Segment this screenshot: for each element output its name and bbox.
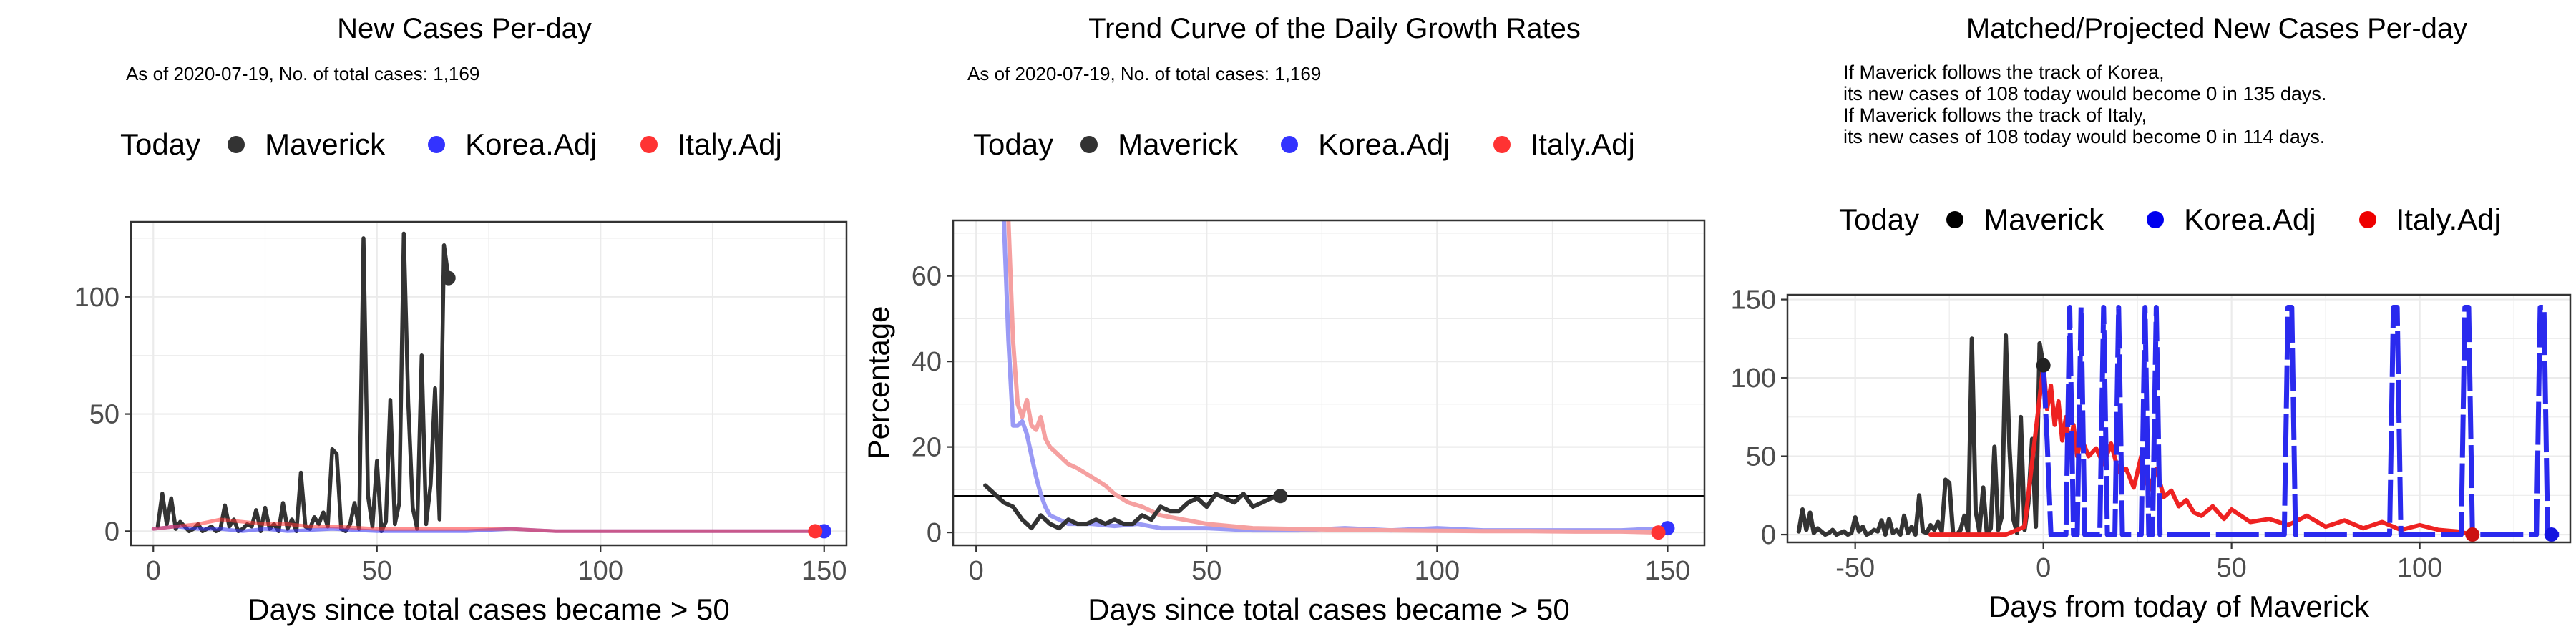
y-tick-label: 0: [927, 518, 942, 548]
legend-key-italy: [1493, 136, 1511, 153]
projection-note: If Maverick follows the track of Korea, …: [1843, 62, 2326, 147]
y-tick-label: 0: [1761, 520, 1776, 550]
today-point-maverick: [2036, 358, 2051, 373]
series-line-maverick: [983, 483, 1283, 531]
legend-key-italy: [640, 136, 658, 153]
legend-key-maverick: [1080, 136, 1098, 153]
chart-plot-growth-rates: 0 50 100 150 0 20 40 60 Days since total cases b…: [862, 219, 1706, 626]
legend-label-korea: Korea.Adj: [1318, 127, 1450, 161]
plot-border: [130, 220, 848, 547]
x-tick-label: -50: [1835, 553, 1875, 583]
legend-title: Today: [120, 127, 201, 161]
legend-label-italy: Italy.Adj: [1530, 127, 1635, 161]
legend-title: Today: [973, 127, 1054, 161]
chart-subtitle: As of 2020-07-19, No. of total cases: 1,…: [126, 63, 480, 84]
y-tick-label: 0: [104, 517, 119, 547]
x-tick-label: 50: [1191, 556, 1221, 586]
chart-title: Trend Curve of the Daily Growth Rates: [1088, 13, 1581, 44]
x-tick-label: 0: [146, 556, 161, 586]
chart-panel-new-cases: New Cases Per-day As of 2020-07-19, No. …: [0, 0, 859, 644]
note-line: If Maverick follows the track of Italy,: [1843, 104, 2147, 126]
note-line: If Maverick follows the track of Korea,: [1843, 62, 2165, 83]
x-tick-label: 50: [362, 556, 392, 586]
x-tick-label: 150: [801, 556, 847, 586]
y-tick-label: 60: [912, 262, 942, 292]
legend-title: Today: [1839, 203, 1920, 236]
chart-title: Matched/Projected New Cases Per-day: [1966, 13, 2468, 44]
plot-background: [953, 220, 1704, 545]
legend-label-maverick: Maverick: [1984, 203, 2104, 236]
series-line-maverick: [1796, 333, 2046, 537]
y-axis-label: Percentage: [862, 306, 895, 460]
x-tick-label: 100: [578, 556, 623, 586]
chart-panel-growth-rates: Trend Curve of the Daily Growth Rates As…: [859, 0, 1717, 644]
x-tick-label: 100: [1415, 556, 1460, 586]
today-point-italy-adj: [2465, 527, 2480, 542]
legend: Today Maverick Korea.Adj Italy.Adj: [1839, 203, 2501, 237]
x-tick-label: 0: [969, 556, 984, 586]
legend-label-korea: Korea.Adj: [465, 127, 597, 161]
x-tick-label: 0: [2036, 553, 2051, 583]
legend-label-korea: Korea.Adj: [2184, 203, 2316, 236]
today-point-italy-adj: [808, 524, 823, 539]
series-group: [953, 220, 1704, 535]
y-tick-label: 50: [89, 400, 119, 430]
chart-subtitle: As of 2020-07-19, No. of total cases: 1,…: [967, 63, 1322, 84]
chart-plot-new-cases: 0 50 100 150 0 50 100 Days since total cases be…: [74, 220, 848, 626]
x-axis-label: Days since total cases became > 50: [248, 592, 730, 626]
legend-label-maverick: Maverick: [265, 127, 386, 161]
legend: Today Maverick Korea.Adj Italy.Adj: [120, 127, 782, 162]
plot-border: [952, 219, 1706, 547]
y-tick-label: 150: [1731, 286, 1776, 316]
x-tick-label: 50: [2216, 553, 2246, 583]
legend-key-korea: [428, 136, 446, 153]
plot-border: [1786, 293, 2572, 544]
note-line: its new cases of 108 today would become …: [1843, 83, 2327, 104]
y-tick-label: 40: [912, 347, 942, 377]
today-point-maverick: [441, 270, 456, 286]
chart-title: New Cases Per-day: [337, 13, 592, 44]
x-tick-label: 100: [2397, 553, 2442, 583]
y-tick-label: 20: [912, 433, 942, 463]
chart-panel-projected: Matched/Projected New Cases Per-day If M…: [1717, 0, 2576, 644]
today-point-italy-adj: [1651, 525, 1666, 540]
legend-key-maverick: [228, 136, 245, 153]
x-tick-label: 150: [1645, 556, 1690, 586]
series-group: [1796, 305, 2560, 537]
series-line-korea-adj: [2041, 305, 2560, 537]
today-point-maverick: [1273, 489, 1288, 504]
legend-key-korea: [2147, 211, 2165, 228]
x-axis-label: Days from today of Maverick: [1989, 590, 2370, 623]
today-point-korea-adj: [2544, 527, 2559, 542]
series-line-italy-adj: [1006, 220, 1661, 535]
legend-key-italy: [2358, 211, 2376, 228]
legend-label-italy: Italy.Adj: [677, 127, 782, 161]
y-tick-label: 100: [1731, 364, 1776, 394]
note-line: its new cases of 108 today would become …: [1843, 126, 2326, 147]
chart-plot-projected: -50 0 50 100 0 50 100 150 Days from today of Mav…: [1731, 286, 2572, 623]
series-group: [151, 231, 826, 534]
series-line-italy-adj: [151, 517, 817, 533]
legend: Today Maverick Korea.Adj Italy.Adj: [973, 127, 1635, 162]
x-axis-label: Days since total cases became > 50: [1088, 592, 1570, 626]
y-tick-label: 100: [74, 283, 119, 313]
legend-key-maverick: [1946, 211, 1964, 228]
legend-label-italy: Italy.Adj: [2396, 203, 2501, 236]
legend-key-korea: [1281, 136, 1299, 153]
legend-label-maverick: Maverick: [1118, 127, 1239, 161]
y-tick-label: 50: [1746, 442, 1776, 472]
